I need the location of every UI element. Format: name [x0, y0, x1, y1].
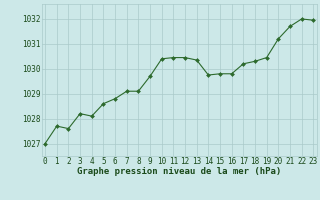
X-axis label: Graphe pression niveau de la mer (hPa): Graphe pression niveau de la mer (hPa) — [77, 167, 281, 176]
